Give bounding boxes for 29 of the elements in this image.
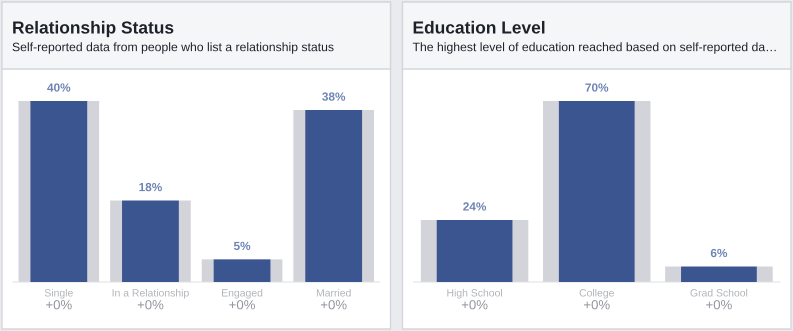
text: +0% [320,300,347,310]
x-tick-label: Married [316,288,351,297]
x-tick-label: High School [447,288,502,299]
bar [214,259,270,282]
x-tick-label: Single [44,288,73,299]
text: +0% [229,300,255,310]
data-label: 24% [463,202,486,211]
data-label: 5% [234,242,250,250]
x-tick-label: College [580,288,614,299]
text: +0% [462,300,488,310]
chart-title: Relationship Status [13,20,174,38]
text: +0% [138,300,164,310]
data-label: 18% [139,182,162,192]
text: +0% [46,300,72,310]
data-label: 6% [710,248,728,258]
chart-subtitle: The highest level of education reached based on self-reported da… [412,42,776,54]
text: +0% [584,300,610,310]
data-label: 70% [585,83,608,92]
x-tick-label: Grad School [690,288,748,297]
data-label: 38% [322,92,346,101]
text: +0% [706,300,732,310]
bar [305,110,362,282]
bar [30,101,88,282]
bar [122,200,179,282]
data-label: 40% [47,83,70,92]
x-tick-label: In a Relationship [112,288,189,299]
chart-subtitle: Self-reported data from people who list a relationship status [12,42,334,54]
chart-title: Education Level [414,20,544,34]
x-tick-label: Engaged [222,288,262,299]
